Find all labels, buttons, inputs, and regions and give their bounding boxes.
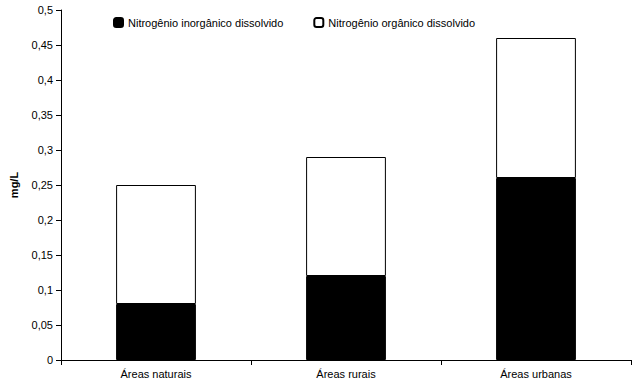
svg-text:Nitrogênio orgânico dissolvido: Nitrogênio orgânico dissolvido — [328, 17, 475, 29]
svg-text:0: 0 — [47, 354, 53, 366]
svg-text:0,5: 0,5 — [38, 4, 53, 16]
svg-text:Áreas urbanas: Áreas urbanas — [500, 368, 572, 380]
svg-text:Áreas rurais: Áreas rurais — [316, 368, 376, 380]
svg-text:0,1: 0,1 — [38, 284, 53, 296]
svg-text:0,25: 0,25 — [32, 179, 53, 191]
svg-text:0,35: 0,35 — [32, 109, 53, 121]
svg-text:Nitrogênio inorgânico dissolvi: Nitrogênio inorgânico dissolvido — [128, 17, 283, 29]
svg-text:Áreas naturais: Áreas naturais — [121, 368, 192, 380]
svg-text:0,4: 0,4 — [38, 74, 53, 86]
svg-text:0,2: 0,2 — [38, 214, 53, 226]
svg-text:0,45: 0,45 — [32, 39, 53, 51]
svg-text:0,3: 0,3 — [38, 144, 53, 156]
svg-text:0,15: 0,15 — [32, 249, 53, 261]
svg-text:0,05: 0,05 — [32, 319, 53, 331]
svg-text:mg/L: mg/L — [8, 172, 20, 199]
